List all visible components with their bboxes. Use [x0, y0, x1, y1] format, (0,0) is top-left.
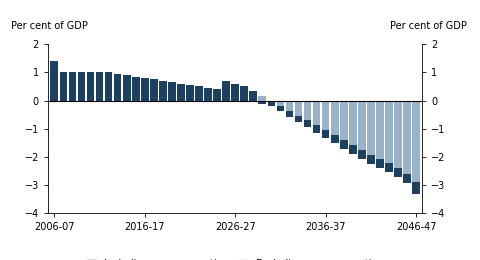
Bar [114, 74, 121, 101]
Bar [367, 101, 375, 155]
Bar [358, 101, 366, 150]
Bar [412, 101, 420, 182]
Bar [295, 101, 302, 116]
Bar [259, 96, 266, 101]
Bar [159, 81, 167, 101]
Bar [69, 72, 76, 101]
Bar [403, 101, 411, 174]
Bar [322, 130, 329, 138]
Bar [367, 155, 375, 164]
Legend: Including superannuation, Excluding superannuation: Including superannuation, Excluding supe… [83, 255, 388, 260]
Bar [87, 72, 95, 101]
Bar [186, 85, 194, 101]
Bar [322, 101, 329, 130]
Bar [213, 89, 221, 101]
Bar [376, 101, 384, 159]
Bar [394, 101, 402, 168]
Text: Per cent of GDP: Per cent of GDP [390, 21, 468, 31]
Bar [240, 86, 248, 101]
Bar [331, 101, 338, 135]
Bar [349, 101, 357, 145]
Bar [195, 86, 203, 101]
Bar [177, 84, 185, 101]
Bar [78, 72, 85, 101]
Bar [340, 140, 348, 149]
Bar [385, 163, 393, 172]
Bar [331, 135, 338, 143]
Bar [222, 81, 230, 101]
Bar [168, 82, 176, 101]
Bar [150, 79, 157, 101]
Bar [259, 101, 266, 104]
Bar [267, 102, 275, 106]
Bar [250, 91, 257, 101]
Bar [385, 101, 393, 163]
Bar [105, 72, 112, 101]
Text: Per cent of GDP: Per cent of GDP [11, 21, 87, 31]
Bar [358, 150, 366, 159]
Bar [403, 174, 411, 183]
Bar [340, 101, 348, 140]
Bar [394, 168, 402, 177]
Bar [267, 101, 275, 102]
Bar [286, 111, 293, 117]
Bar [286, 101, 293, 111]
Bar [276, 101, 284, 106]
Bar [313, 125, 321, 133]
Bar [60, 72, 67, 101]
Bar [231, 84, 239, 101]
Bar [50, 61, 58, 101]
Bar [141, 78, 149, 101]
Bar [276, 106, 284, 111]
Bar [349, 145, 357, 154]
Bar [123, 75, 131, 101]
Bar [96, 72, 103, 101]
Bar [412, 182, 420, 194]
Bar [304, 120, 312, 127]
Bar [304, 101, 312, 120]
Bar [376, 159, 384, 168]
Bar [313, 101, 321, 125]
Bar [132, 77, 140, 101]
Bar [204, 88, 212, 101]
Bar [295, 116, 302, 122]
